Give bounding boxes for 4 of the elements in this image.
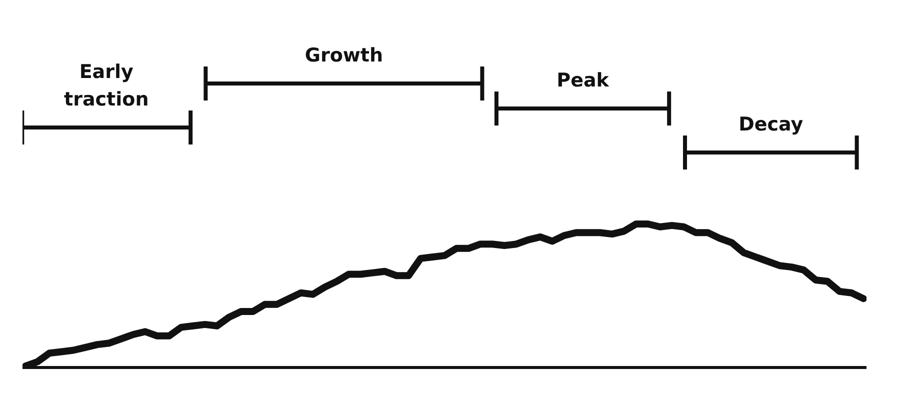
text: Early traction [64,61,149,110]
text: Growth [304,44,384,66]
text: Peak [556,70,610,92]
text: Decay [738,114,804,136]
